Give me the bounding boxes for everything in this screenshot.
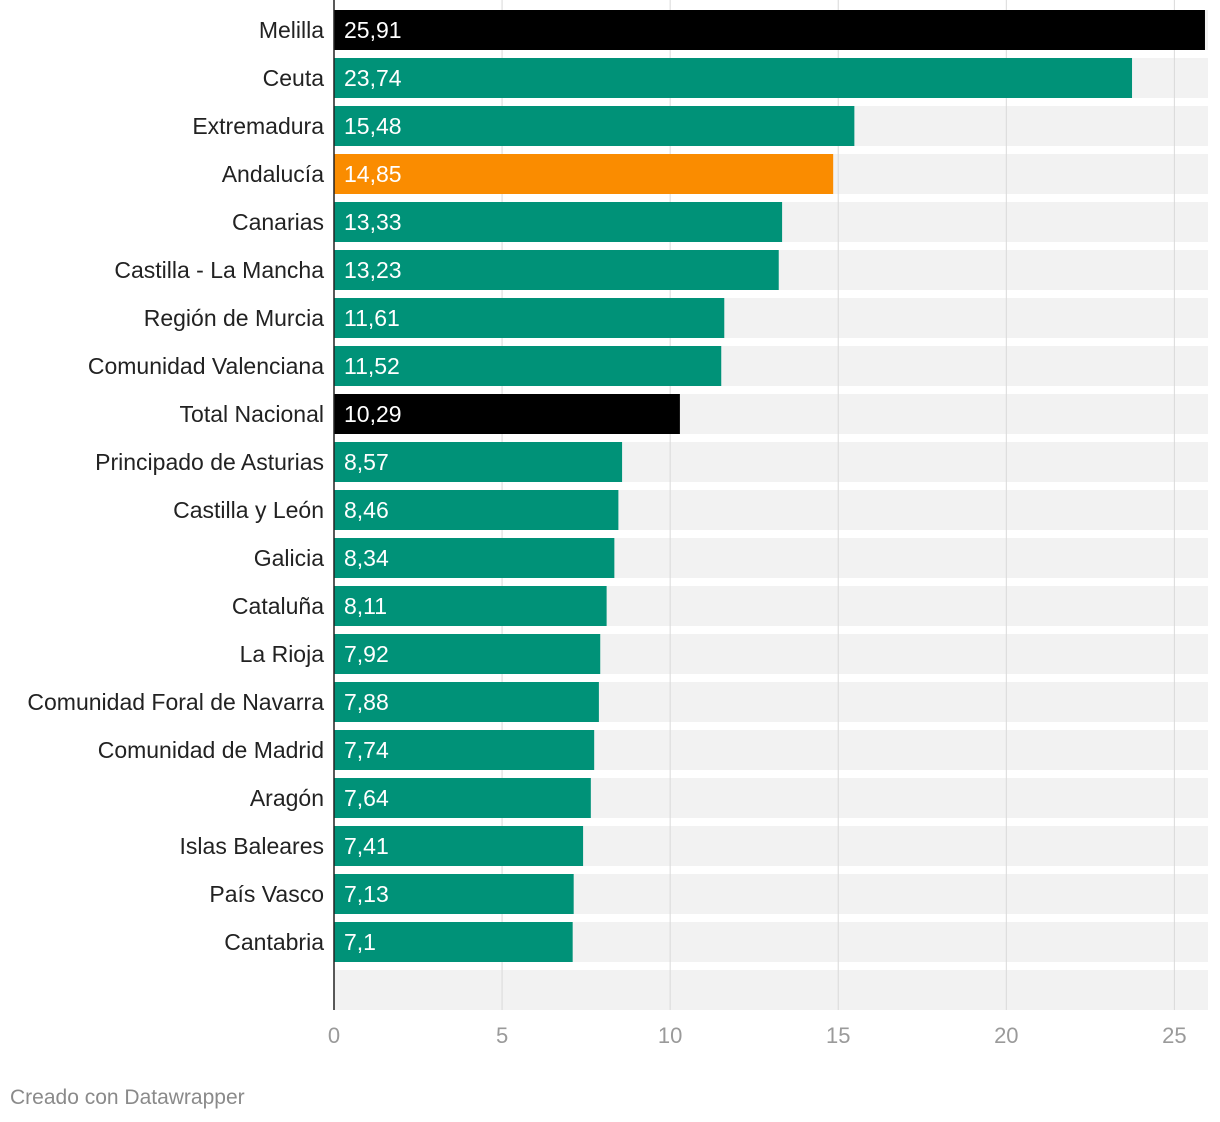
x-tick-label: 0 [328,1023,340,1048]
category-label: Comunidad de Madrid [98,737,324,763]
data-label: 11,61 [344,305,400,331]
data-label: 14,85 [344,161,402,187]
x-tick-label: 10 [658,1023,682,1048]
category-label: Canarias [232,209,324,235]
data-label: 8,34 [344,545,389,571]
x-tick-label: 25 [1162,1023,1186,1048]
bar [334,586,607,626]
bar [334,346,722,386]
data-label: 11,52 [344,353,400,379]
bar [334,634,601,674]
category-label: Aragón [250,785,324,811]
x-tick-label: 15 [826,1023,850,1048]
bar [334,826,584,866]
category-label: País Vasco [209,881,324,907]
data-label: 7,92 [344,641,389,667]
category-label: Cataluña [232,593,324,619]
category-label: Andalucía [222,161,325,187]
data-label: 15,48 [344,113,402,139]
category-label: Castilla y León [173,497,324,523]
footer-credit[interactable]: Creado con Datawrapper [10,1086,245,1109]
category-label: Comunidad Valenciana [88,353,324,379]
bar [334,682,599,722]
bar [334,394,680,434]
data-label: 8,46 [344,497,389,523]
x-tick-label: 5 [496,1023,508,1048]
category-label: Islas Baleares [180,833,324,859]
category-label: Castilla - La Mancha [114,257,324,283]
category-label: La Rioja [240,641,325,667]
data-label: 7,1 [344,929,376,955]
category-label: Cantabria [224,929,324,955]
data-label: 7,64 [344,785,389,811]
category-label: Ceuta [263,65,325,91]
background-band [334,970,1208,1010]
data-label: 10,29 [344,401,402,427]
data-label: 7,88 [344,689,389,715]
bar [334,922,573,962]
data-label: 7,74 [344,737,389,763]
data-label: 8,57 [344,449,389,475]
data-label: 7,41 [344,833,389,859]
bar [334,442,623,482]
bar [334,250,779,290]
data-label: 8,11 [344,593,387,619]
bar [334,730,595,770]
bar [334,298,725,338]
bar [334,874,574,914]
category-label: Melilla [259,17,324,43]
category-label: Galicia [254,545,325,571]
bar [334,58,1133,98]
bar [334,106,855,146]
data-label: 23,74 [344,65,402,91]
bar [334,538,615,578]
category-label: Región de Murcia [144,305,324,331]
bar [334,10,1205,50]
category-label: Comunidad Foral de Navarra [27,689,324,715]
category-label: Extremadura [192,113,324,139]
data-label: 7,13 [344,881,389,907]
data-label: 25,91 [344,17,402,43]
x-tick-label: 20 [994,1023,1018,1048]
bar [334,202,783,242]
data-label: 13,23 [344,257,402,283]
category-label: Total Nacional [180,401,324,427]
data-label: 13,33 [344,209,402,235]
category-label: Principado de Asturias [95,449,324,475]
bar [334,154,834,194]
bar [334,490,619,530]
bar [334,778,591,818]
